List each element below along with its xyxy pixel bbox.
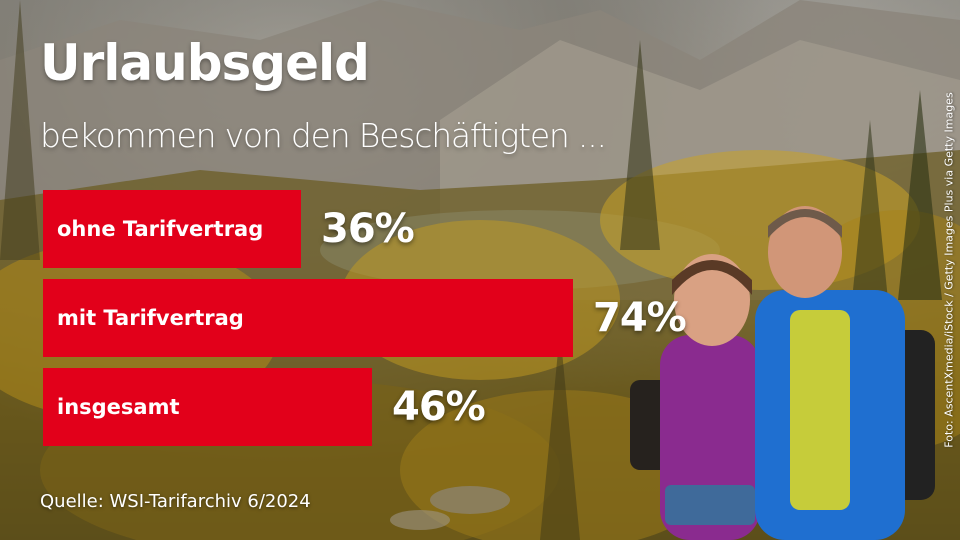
- source-note: Quelle: WSI-Tarifarchiv 6/2024: [40, 491, 311, 512]
- bar-value-label: 46%: [392, 384, 486, 430]
- bar-label: mit Tarifvertrag: [57, 306, 244, 330]
- photo-credit: Foto: AscentXmedia/iStock / Getty Images…: [942, 92, 956, 448]
- bar-value-label: 74%: [593, 295, 687, 341]
- bar-label: ohne Tarifvertrag: [57, 217, 264, 241]
- bar-value-label: 36%: [321, 206, 415, 252]
- bar-label: insgesamt: [57, 395, 180, 419]
- bar-insgesamt: insgesamt: [43, 368, 372, 446]
- bar-ohne-tarifvertrag: ohne Tarifvertrag: [43, 190, 301, 268]
- chart-subtitle: bekommen von den Beschäftigten ...: [40, 116, 607, 155]
- hiker-man: [755, 206, 935, 540]
- hiker-woman: [630, 254, 760, 540]
- bar-mit-tarifvertrag: mit Tarifvertrag: [43, 279, 573, 357]
- chart-title: Urlaubsgeld: [40, 34, 370, 92]
